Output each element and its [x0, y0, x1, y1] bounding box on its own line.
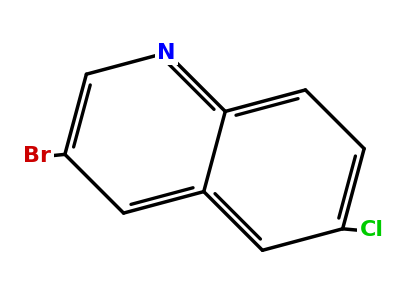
Text: Cl: Cl: [360, 220, 384, 240]
Text: N: N: [157, 43, 176, 63]
Text: Br: Br: [23, 146, 52, 166]
